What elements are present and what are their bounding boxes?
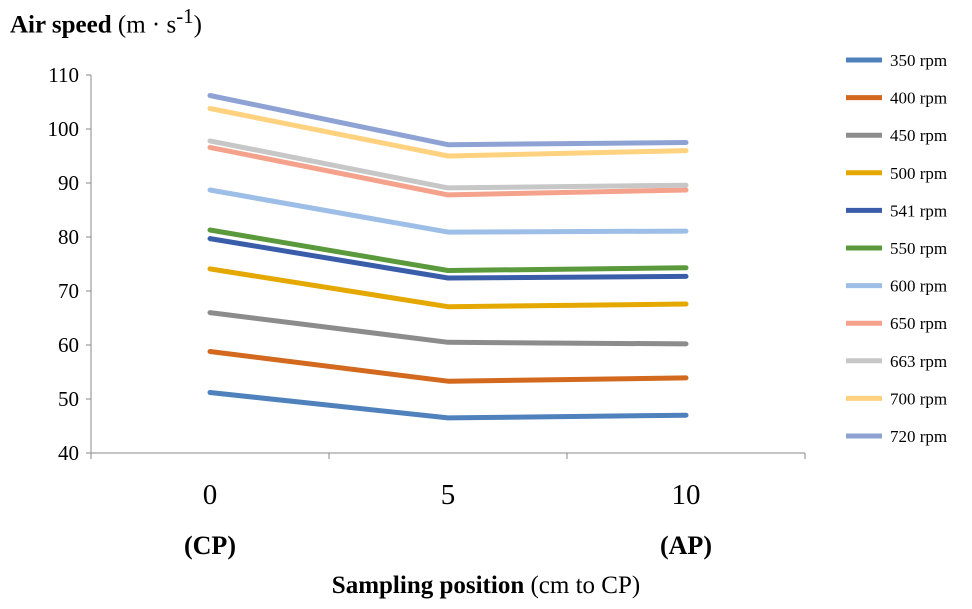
y-axis-title-close: ) — [193, 11, 202, 39]
y-axis-title-sup: -1 — [176, 4, 194, 28]
y-tick-label: 40 — [58, 441, 79, 465]
legend-label: 400 rpm — [890, 89, 947, 108]
legend-label: 600 rpm — [890, 277, 947, 296]
legend-label: 650 rpm — [890, 314, 947, 333]
series-line-700-rpm — [207, 106, 689, 159]
legend-label: 541 rpm — [890, 201, 947, 220]
legend-label: 720 rpm — [890, 427, 947, 446]
y-tick-label: 70 — [58, 279, 79, 303]
series-line-720-rpm — [207, 93, 689, 148]
x-tick-label: 5 — [441, 479, 456, 511]
legend-label: 350 rpm — [890, 51, 947, 70]
legend-label: 450 rpm — [890, 126, 947, 145]
x-tick-label: 10 — [672, 479, 701, 511]
legend-label: 700 rpm — [890, 389, 947, 408]
x-axis-title-bold: Sampling position — [331, 572, 525, 599]
x-axis-title: Sampling position (cm to CP) — [0, 572, 972, 600]
y-tick-label: 90 — [58, 171, 79, 195]
series-line-600-rpm — [207, 187, 689, 235]
x-sub-label: (CP) — [184, 531, 236, 560]
y-axis-title-bold: Air speed — [10, 11, 112, 39]
series-line-541-rpm — [207, 236, 689, 281]
series-line-400-rpm — [207, 349, 689, 384]
y-axis-title-unit: (m · s — [111, 11, 177, 39]
series-line-450-rpm — [207, 310, 689, 347]
legend-label: 550 rpm — [890, 239, 947, 258]
legend-label: 500 rpm — [890, 164, 947, 183]
y-tick-label: 60 — [58, 333, 79, 357]
y-tick-label: 110 — [48, 63, 79, 87]
series-line-550-rpm — [207, 227, 689, 273]
x-sub-label: (AP) — [660, 531, 712, 560]
series-line-663-rpm — [207, 138, 689, 191]
x-axis-title-unit: (cm to CP) — [524, 572, 641, 599]
legend-label: 663 rpm — [890, 352, 947, 371]
series-line-500-rpm — [207, 266, 689, 310]
x-tick-label: 0 — [203, 479, 218, 511]
series-line-650-rpm — [207, 144, 689, 198]
y-tick-label: 80 — [58, 225, 79, 249]
series-line-350-rpm — [207, 390, 689, 421]
y-axis-title: Air speed (m · s-1) — [10, 4, 202, 39]
y-tick-label: 50 — [58, 387, 79, 411]
y-tick-label: 100 — [48, 117, 80, 141]
